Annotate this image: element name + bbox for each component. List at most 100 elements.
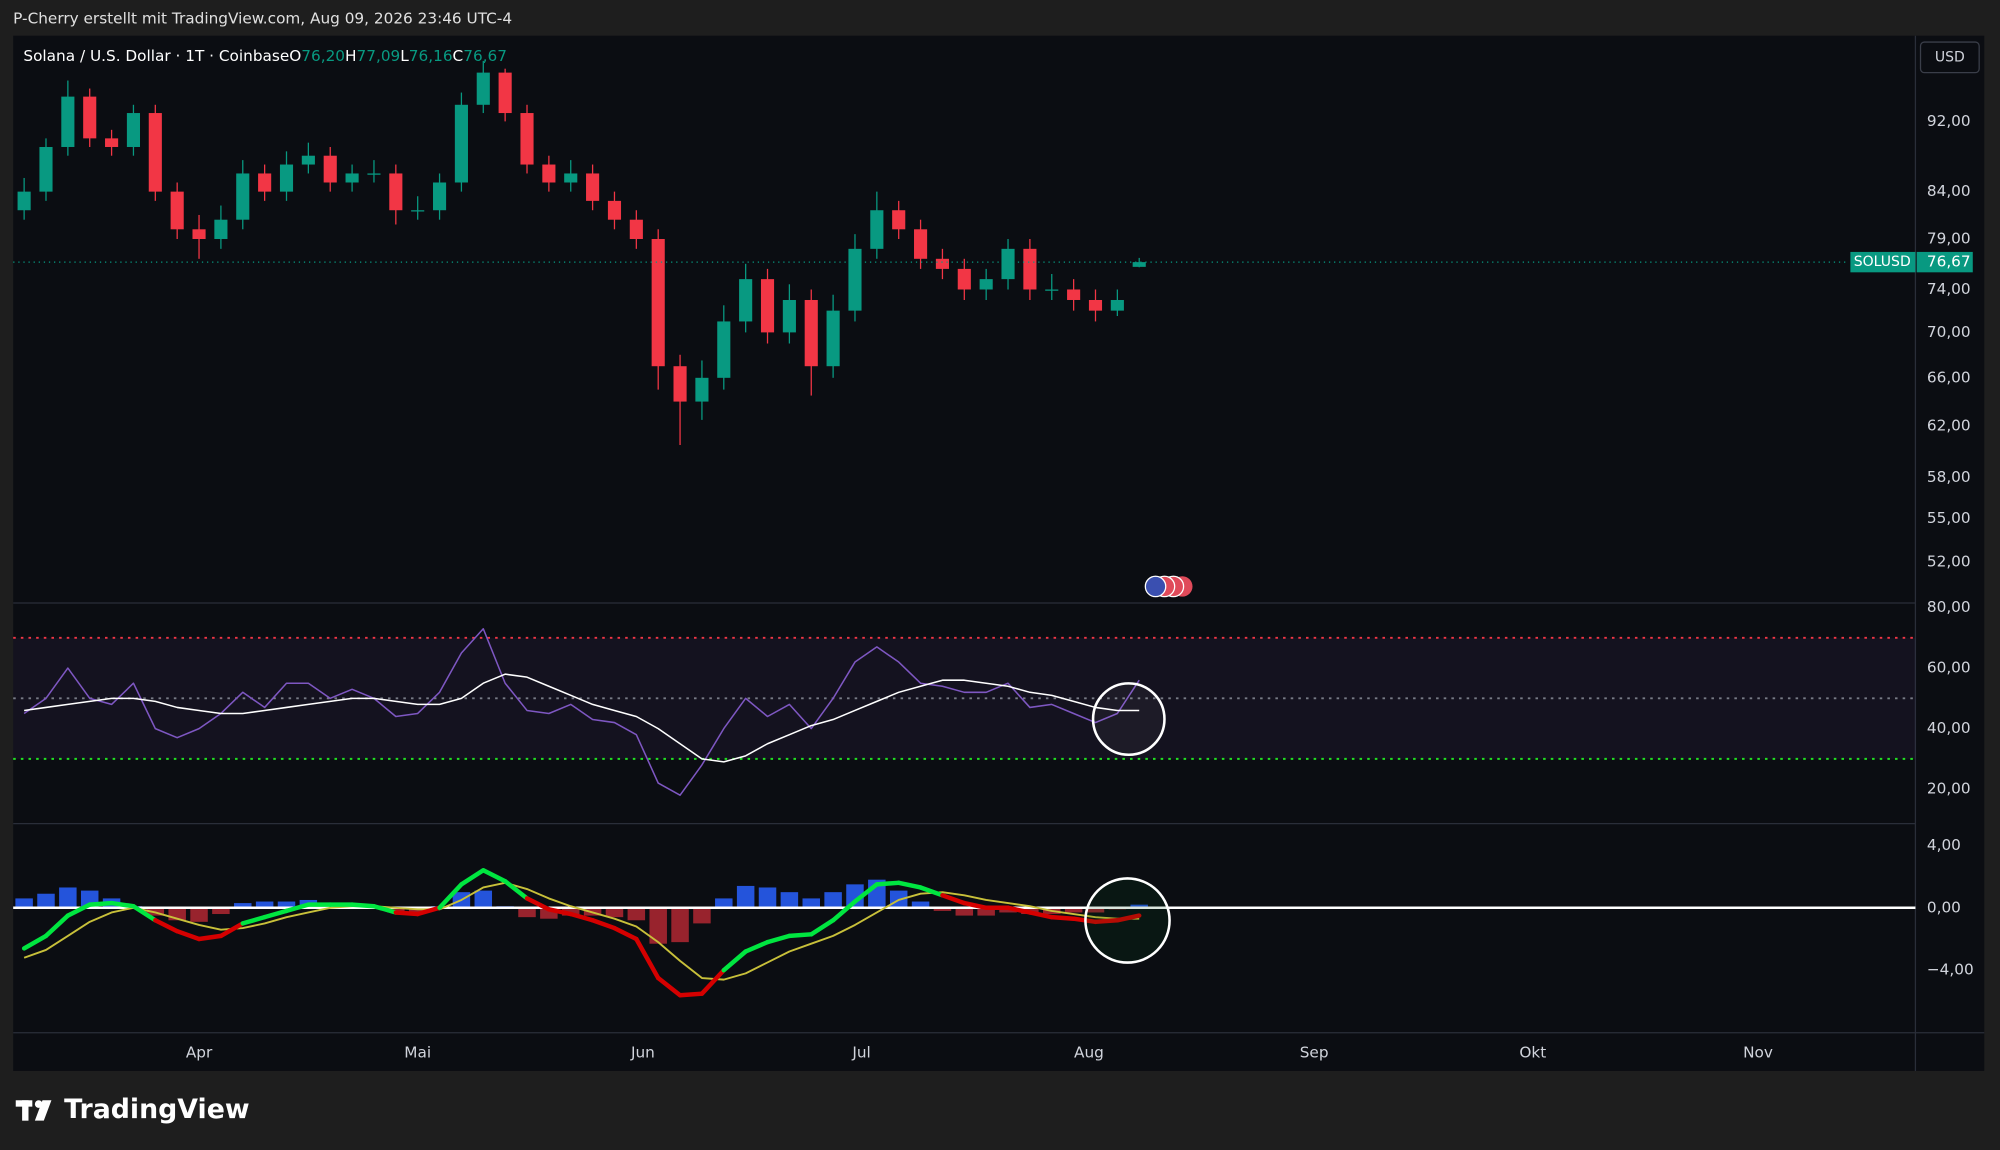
candle-body xyxy=(301,155,315,165)
macd-segment xyxy=(481,868,508,884)
indicator-line xyxy=(23,628,1140,796)
ohlc-value: 76,67 xyxy=(463,47,507,65)
macd-segment xyxy=(196,933,224,942)
histogram-bar xyxy=(846,884,864,908)
candle-body xyxy=(695,377,709,402)
x-tick-label: Jul xyxy=(851,1044,870,1062)
histogram-bar xyxy=(255,901,274,908)
macd-segment xyxy=(1115,913,1142,923)
candle-body xyxy=(39,146,53,192)
candle-body xyxy=(389,173,403,211)
macd-segment xyxy=(1005,905,1033,915)
brand: TradingView xyxy=(64,1094,249,1125)
ohlc-value: 77,09 xyxy=(357,47,401,65)
histogram-bar xyxy=(561,907,580,916)
y-tick-label: 58,00 xyxy=(1927,468,1971,486)
macd-segment xyxy=(940,893,967,906)
histogram-bar xyxy=(999,907,1017,913)
candle-body xyxy=(673,366,687,402)
macd-segment xyxy=(415,905,442,917)
candle-body xyxy=(892,210,906,230)
event-flag[interactable] xyxy=(1144,575,1193,598)
histogram-bar xyxy=(933,907,952,911)
macd-segment xyxy=(634,936,661,981)
candle-body xyxy=(957,268,971,290)
candle-body xyxy=(804,299,818,367)
candle-body xyxy=(1023,248,1037,290)
candle-body xyxy=(454,104,468,183)
macd-segment xyxy=(262,908,289,920)
currency-button[interactable] xyxy=(1919,41,1980,74)
macd-segment xyxy=(240,914,267,926)
histogram-bar xyxy=(1064,907,1083,913)
candle-body xyxy=(17,191,31,211)
ohlc-key: C xyxy=(453,47,464,65)
y-tick-label: 84,00 xyxy=(1927,182,1971,200)
candle-body xyxy=(520,113,534,165)
histogram-bar xyxy=(627,907,646,921)
macd-segment xyxy=(809,918,836,937)
macd-segment xyxy=(131,903,158,923)
candle-body xyxy=(1001,248,1015,280)
y-tick-label: 70,00 xyxy=(1927,323,1971,341)
y-tick-label: 66,00 xyxy=(1927,368,1971,386)
candle-body xyxy=(126,113,141,147)
candle-body xyxy=(411,210,425,212)
y-tick-label: 0,00 xyxy=(1927,898,1961,916)
histogram-bar xyxy=(1086,907,1105,913)
histogram-bar xyxy=(736,885,755,908)
candle-body xyxy=(192,229,206,240)
candle-body xyxy=(476,72,490,105)
macd-segment xyxy=(284,902,311,914)
candle-body xyxy=(1088,299,1103,311)
macd-segment xyxy=(962,900,989,911)
candle-body xyxy=(1132,262,1146,267)
y-tick-label: 40,00 xyxy=(1927,719,1971,737)
y-tick-label: −4,00 xyxy=(1927,961,1974,979)
last-price-tag: 76,67 xyxy=(1927,253,1971,271)
y-tick-label: 4,00 xyxy=(1927,836,1961,854)
currency[interactable]: USD xyxy=(1935,49,1965,65)
macd-segment xyxy=(1027,910,1054,920)
histogram-bar xyxy=(802,898,820,908)
ohlc-legend: Solana / U.S. Dollar · 1T · CoinbaseO76,… xyxy=(23,47,507,65)
candle-body xyxy=(629,219,643,240)
signal-line xyxy=(23,881,1140,981)
macd-segment xyxy=(21,933,49,951)
macd-segment xyxy=(393,910,420,917)
histogram-bar xyxy=(977,907,995,916)
candle-body xyxy=(607,200,622,220)
macd-segment xyxy=(1049,914,1076,921)
candle-body xyxy=(236,173,250,220)
macd-segment xyxy=(830,899,858,923)
x-tick-label: Sep xyxy=(1300,1044,1329,1062)
macd-segment xyxy=(349,902,377,909)
candle-body xyxy=(586,173,600,201)
macd-segment xyxy=(524,896,552,912)
candle-body xyxy=(105,138,119,147)
histogram-bar xyxy=(605,907,624,918)
ohlc-key: H xyxy=(345,47,356,65)
candle-body xyxy=(148,113,162,192)
macd-segment xyxy=(590,918,617,931)
candle-body xyxy=(498,72,512,114)
candle-body xyxy=(979,279,993,290)
candle-body xyxy=(1067,289,1081,300)
x-tick-label: Okt xyxy=(1519,1044,1546,1062)
candle-body xyxy=(848,248,862,311)
ohlc-key: L xyxy=(400,47,409,65)
macd-segment xyxy=(699,968,727,996)
histogram-bar xyxy=(758,887,777,908)
histogram-bar xyxy=(955,907,974,916)
macd-segment xyxy=(655,975,683,998)
candle-body xyxy=(542,164,556,183)
histogram-bar xyxy=(780,892,799,908)
macd-segment xyxy=(546,907,573,917)
x-tick-label: Mai xyxy=(404,1044,431,1062)
y-tick-label: 52,00 xyxy=(1927,552,1971,570)
y-tick-label: 60,00 xyxy=(1927,659,1971,677)
macd-segment xyxy=(153,918,180,934)
macd-segment xyxy=(87,900,114,907)
histogram-bar xyxy=(15,898,33,908)
